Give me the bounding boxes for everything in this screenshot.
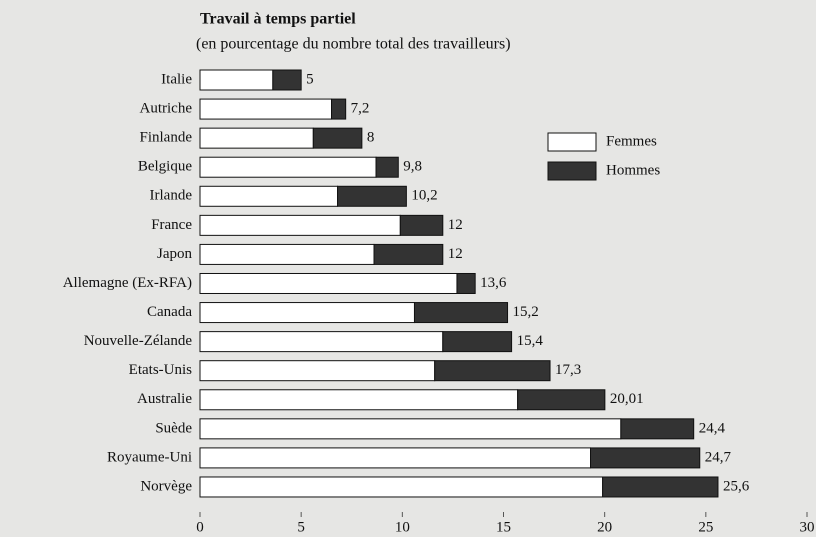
bar-segment bbox=[620, 418, 695, 440]
x-tick-label: 25 bbox=[698, 519, 713, 535]
x-tick-label: 0 bbox=[196, 519, 204, 535]
chart-subtitle: (en pourcentage du nombre total des trav… bbox=[196, 36, 511, 53]
y-tick-label: Allemagne (Ex-RFA) bbox=[63, 275, 192, 291]
y-tick-label: Suède bbox=[155, 420, 192, 436]
bar-segment bbox=[199, 156, 377, 178]
bar-segment bbox=[590, 447, 701, 469]
legend-swatch bbox=[547, 161, 597, 181]
x-tick-label: 15 bbox=[496, 519, 511, 535]
x-tick-label: 30 bbox=[800, 519, 815, 535]
total-label: 15,2 bbox=[513, 304, 539, 320]
bar-segment bbox=[375, 156, 399, 178]
bar-segment bbox=[272, 69, 302, 91]
total-label: 5 bbox=[306, 71, 314, 87]
bar-segment bbox=[199, 243, 375, 265]
total-label: 13,6 bbox=[480, 275, 507, 291]
total-label: 17,3 bbox=[555, 362, 581, 378]
total-label: 9,8 bbox=[403, 159, 422, 175]
total-label: 25,6 bbox=[723, 478, 750, 494]
total-label: 15,4 bbox=[517, 333, 544, 349]
bar-segment bbox=[337, 185, 407, 207]
bar-segment bbox=[602, 476, 719, 498]
bar-segment bbox=[517, 389, 606, 411]
bar-segment bbox=[199, 214, 401, 236]
legend-label: Femmes bbox=[606, 133, 657, 149]
total-label: 12 bbox=[448, 217, 463, 233]
bar-segment bbox=[331, 98, 347, 120]
total-label: 12 bbox=[448, 246, 463, 262]
y-tick-label: France bbox=[151, 217, 192, 233]
y-tick-label: Belgique bbox=[138, 159, 192, 175]
total-label: 24,4 bbox=[699, 420, 726, 436]
y-tick-label: Royaume-Uni bbox=[107, 449, 192, 465]
bar-segment bbox=[199, 360, 436, 382]
total-label: 24,7 bbox=[705, 449, 732, 465]
bar-segment bbox=[413, 302, 509, 324]
y-tick-label: Finlande bbox=[140, 130, 193, 146]
legend-label: Hommes bbox=[606, 162, 660, 178]
bar-segment bbox=[442, 331, 513, 353]
x-tick-label: 20 bbox=[597, 519, 612, 535]
bar-segment bbox=[199, 69, 274, 91]
bar-segment bbox=[199, 302, 415, 324]
bar-segment bbox=[199, 389, 519, 411]
bar-segment bbox=[399, 214, 444, 236]
x-tick-label: 5 bbox=[297, 519, 305, 535]
bar-segment bbox=[199, 98, 333, 120]
bar-segment bbox=[312, 127, 363, 149]
bar-segment bbox=[199, 185, 339, 207]
total-label: 7,2 bbox=[351, 101, 370, 117]
total-label: 8 bbox=[367, 130, 375, 146]
y-tick-label: Canada bbox=[147, 304, 192, 320]
chart-title: Travail à temps partiel bbox=[200, 11, 356, 28]
bar-segment bbox=[199, 418, 622, 440]
total-label: 20,01 bbox=[610, 391, 644, 407]
bar-segment bbox=[456, 272, 476, 294]
y-tick-label: Irlande bbox=[150, 188, 193, 204]
bar-segment bbox=[434, 360, 551, 382]
bar-segment bbox=[373, 243, 444, 265]
y-tick-label: Etats-Unis bbox=[129, 362, 192, 378]
y-tick-label: Japon bbox=[157, 246, 192, 262]
bar-segment bbox=[199, 331, 444, 353]
y-tick-label: Nouvelle-Zélande bbox=[84, 333, 193, 349]
legend-swatch bbox=[547, 132, 597, 152]
y-tick-label: Autriche bbox=[140, 101, 193, 117]
y-tick-label: Norvège bbox=[140, 478, 192, 494]
y-tick-label: Australie bbox=[137, 391, 192, 407]
y-tick-label: Italie bbox=[161, 71, 192, 87]
x-tick-label: 10 bbox=[395, 519, 410, 535]
total-label: 10,2 bbox=[411, 188, 437, 204]
bar-segment bbox=[199, 476, 604, 498]
bar-segment bbox=[199, 272, 458, 294]
bar-segment bbox=[199, 127, 314, 149]
bar-segment bbox=[199, 447, 592, 469]
